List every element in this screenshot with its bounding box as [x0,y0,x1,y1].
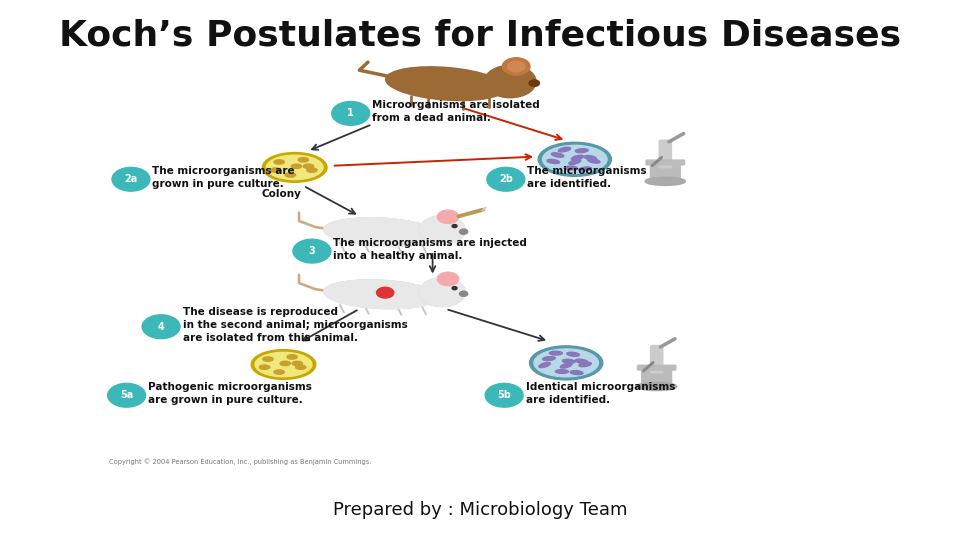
FancyBboxPatch shape [646,160,684,165]
Text: Prepared by : Microbiology Team: Prepared by : Microbiology Team [333,501,627,519]
Text: Colony: Colony [262,189,301,199]
FancyBboxPatch shape [642,368,672,389]
Text: 5b: 5b [497,390,511,400]
Ellipse shape [559,147,570,152]
Text: 1: 1 [348,109,354,118]
Ellipse shape [566,352,580,356]
Ellipse shape [530,346,603,380]
Ellipse shape [551,153,564,157]
Ellipse shape [271,168,281,172]
Text: Koch’s Postulates for Infectious Diseases: Koch’s Postulates for Infectious Disease… [59,19,901,53]
Ellipse shape [324,280,438,309]
Ellipse shape [262,152,327,183]
Text: 4: 4 [157,322,164,332]
FancyBboxPatch shape [650,163,681,184]
Ellipse shape [563,359,575,363]
Text: Pathogenic microorganisms
are grown in pure culture.: Pathogenic microorganisms are grown in p… [148,382,312,405]
Ellipse shape [564,166,577,170]
Ellipse shape [274,160,284,164]
Text: Microorganisms are isolated
from a dead animal.: Microorganisms are isolated from a dead … [372,100,540,123]
Text: 2b: 2b [499,174,513,184]
Ellipse shape [303,164,314,168]
Ellipse shape [285,173,296,177]
Circle shape [142,315,180,339]
Circle shape [529,80,540,86]
Ellipse shape [539,142,612,176]
Ellipse shape [645,177,685,185]
Ellipse shape [588,158,600,164]
Text: 5a: 5a [120,390,133,400]
Text: Copyright © 2004 Pearson Education, Inc., publishing as Benjamin Cummings.: Copyright © 2004 Pearson Education, Inc.… [109,458,372,465]
Ellipse shape [292,361,302,366]
FancyBboxPatch shape [637,365,676,370]
Ellipse shape [579,167,591,171]
Text: Identical microorganisms
are identified.: Identical microorganisms are identified. [526,382,675,405]
Ellipse shape [252,350,316,379]
Text: The microorganisms are
grown in pure culture.: The microorganisms are grown in pure cul… [153,166,295,189]
Circle shape [332,102,370,125]
Text: The microorganisms are injected
into a healthy animal.: The microorganisms are injected into a h… [333,238,527,261]
Ellipse shape [274,370,284,374]
Ellipse shape [324,218,438,247]
Ellipse shape [263,357,274,361]
Circle shape [460,291,468,296]
Circle shape [485,383,523,407]
FancyBboxPatch shape [660,140,671,167]
Ellipse shape [576,148,588,153]
Ellipse shape [542,145,607,173]
Ellipse shape [560,363,572,368]
FancyBboxPatch shape [651,346,662,373]
Ellipse shape [556,369,568,374]
Circle shape [452,225,457,227]
Text: 3: 3 [308,246,315,256]
Circle shape [438,272,459,286]
Circle shape [438,210,459,224]
Circle shape [452,287,457,289]
Circle shape [112,167,150,191]
Ellipse shape [636,382,677,390]
Ellipse shape [266,155,324,180]
Ellipse shape [307,168,317,172]
Ellipse shape [547,159,560,164]
Ellipse shape [280,361,290,366]
Ellipse shape [386,67,505,100]
Ellipse shape [299,158,308,162]
Ellipse shape [287,355,298,359]
Circle shape [420,216,466,245]
Text: The disease is reproduced
in the second animal; microorganisms
are isolated from: The disease is reproduced in the second … [182,307,407,343]
Circle shape [420,278,466,307]
Text: The microorganisms
are identified.: The microorganisms are identified. [527,166,647,189]
Circle shape [487,167,525,191]
Ellipse shape [571,156,584,160]
Ellipse shape [585,156,596,160]
Ellipse shape [255,352,312,377]
Text: 2a: 2a [124,174,137,184]
Ellipse shape [549,351,563,355]
Ellipse shape [542,356,555,361]
Circle shape [484,65,536,98]
Ellipse shape [569,159,581,165]
Circle shape [293,239,331,263]
Ellipse shape [575,359,588,363]
Ellipse shape [579,362,591,367]
Ellipse shape [539,363,551,367]
Circle shape [108,383,146,407]
Ellipse shape [259,365,270,369]
Ellipse shape [570,370,583,375]
Ellipse shape [296,365,306,369]
Ellipse shape [291,164,301,168]
Circle shape [502,58,530,75]
Circle shape [376,287,394,298]
Circle shape [508,61,525,72]
Ellipse shape [534,349,598,377]
Circle shape [460,229,468,234]
